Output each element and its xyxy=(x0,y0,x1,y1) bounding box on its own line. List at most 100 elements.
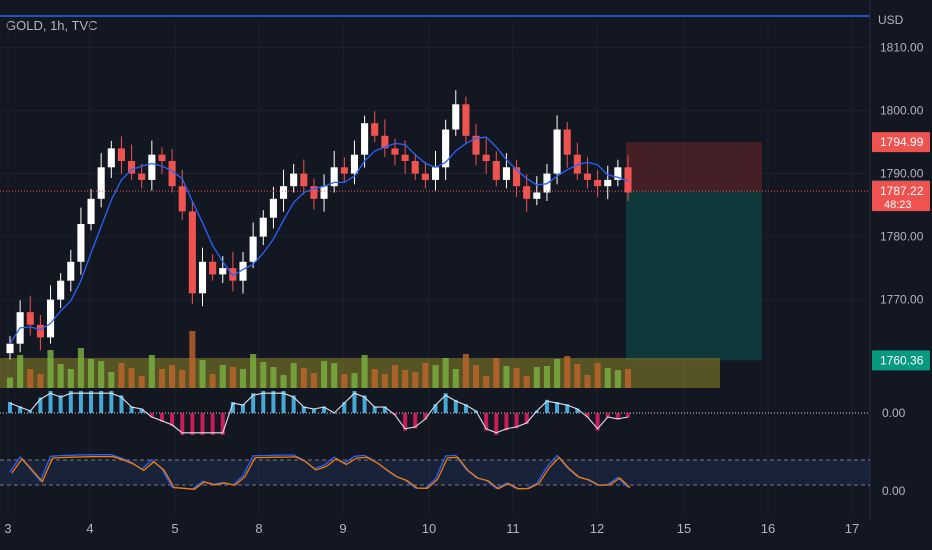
volume-bar-18 xyxy=(189,331,196,388)
candle-body-16 xyxy=(168,161,176,187)
volume-bar-32 xyxy=(331,363,338,388)
price-tick-1810.00: 1810.00 xyxy=(880,41,924,55)
candle-body-33 xyxy=(340,167,348,174)
stochastic-pane xyxy=(0,453,870,490)
candle-body-6 xyxy=(67,261,75,281)
candle-body-48 xyxy=(492,161,500,180)
macd-hist-24 xyxy=(251,393,256,413)
volume-bar-51 xyxy=(523,376,530,388)
time-tick-4: 4 xyxy=(86,521,93,536)
volume-bar-5 xyxy=(57,364,64,388)
moving-average xyxy=(9,136,629,345)
macd-hist-41 xyxy=(423,413,428,420)
macd-hist-16 xyxy=(170,413,175,427)
volume-bar-36 xyxy=(371,369,378,388)
macd-hist-19 xyxy=(200,413,205,435)
volume-bar-38 xyxy=(391,365,399,388)
macd-hist-0 xyxy=(8,402,12,413)
volume-bar-52 xyxy=(533,367,540,388)
candle-body-11 xyxy=(117,148,125,161)
volume-bar-16 xyxy=(169,365,176,388)
time-axis[interactable]: 3 4 5 8 9 10 11 12 15 16 17 xyxy=(4,521,859,536)
ma-line xyxy=(9,136,629,345)
candle-body-13 xyxy=(138,173,146,180)
macd-hist-53 xyxy=(544,399,549,413)
macd-hist-9 xyxy=(99,391,104,413)
candle-body-30 xyxy=(310,186,318,199)
volume-bar-11 xyxy=(118,363,125,388)
macd-hist-39 xyxy=(403,413,408,431)
candle-body-58 xyxy=(594,179,602,187)
candle-body-37 xyxy=(381,135,389,149)
time-tick-3: 3 xyxy=(4,521,11,536)
volume-bar-55 xyxy=(564,356,571,388)
candle-body-20 xyxy=(209,261,217,275)
macd-hist-12 xyxy=(129,406,134,413)
volume-bar-26 xyxy=(270,367,277,388)
volume-bar-8 xyxy=(88,359,95,388)
candle-body-59 xyxy=(604,179,612,187)
volume-bar-48 xyxy=(493,358,500,388)
macd-hist-18 xyxy=(190,413,195,435)
macd-hist-17 xyxy=(180,413,185,435)
time-tick-12: 12 xyxy=(590,521,604,536)
macd-hist-1 xyxy=(18,406,23,413)
volume-bar-10 xyxy=(108,372,115,388)
macd-hist-45 xyxy=(463,404,468,413)
volume-bar-57 xyxy=(584,375,591,388)
volume-bar-39 xyxy=(402,370,409,388)
macd-hist-21 xyxy=(220,413,225,435)
volume-bar-14 xyxy=(148,355,155,388)
price-axis[interactable]: 1810.00 1800.00 1790.00 1780.00 1770.00 1794.… xyxy=(872,41,930,498)
candle-body-19 xyxy=(198,261,207,294)
macd-hist-28 xyxy=(291,395,296,413)
time-tick-9: 9 xyxy=(339,521,346,536)
macd-hist-59 xyxy=(605,413,610,418)
macd-hist-8 xyxy=(89,391,94,413)
volume-bar-19 xyxy=(199,360,206,388)
candle-body-21 xyxy=(219,268,227,275)
candles xyxy=(6,90,632,360)
macd-hist-42 xyxy=(433,404,438,413)
volume-bar-21 xyxy=(219,365,226,388)
macd-hist-4 xyxy=(48,391,53,413)
volume-bar-12 xyxy=(128,368,135,388)
macd-hist-36 xyxy=(372,406,377,413)
candle-body-44 xyxy=(452,104,460,130)
candle-body-42 xyxy=(431,167,440,180)
macd-hist-61 xyxy=(626,413,630,418)
time-tick-8: 8 xyxy=(255,521,262,536)
stop-loss-zone xyxy=(626,142,762,192)
volume-bar-24 xyxy=(250,354,257,388)
volume-profile-band xyxy=(0,358,720,388)
volume-bar-25 xyxy=(260,362,267,388)
macd-hist-27 xyxy=(281,391,286,413)
candle-body-34 xyxy=(350,154,359,174)
candle-body-4 xyxy=(46,299,55,338)
time-tick-11: 11 xyxy=(506,521,520,536)
price-label-bg-2 xyxy=(872,181,930,212)
position-zones[interactable] xyxy=(0,142,762,388)
currency-label[interactable]: USD xyxy=(878,13,904,27)
volume-bars xyxy=(6,331,632,388)
candle-body-55 xyxy=(563,129,571,155)
macd-hist-6 xyxy=(68,391,73,413)
volume-bar-35 xyxy=(361,355,368,388)
volume-bar-15 xyxy=(158,369,166,388)
time-tick-15: 15 xyxy=(677,521,691,536)
candle-body-46 xyxy=(472,135,480,155)
volume-bar-28 xyxy=(290,363,297,388)
macd-hist-22 xyxy=(230,402,235,413)
macd-hist-25 xyxy=(261,391,266,413)
volume-bar-60 xyxy=(614,370,621,388)
candle-body-31 xyxy=(320,186,328,199)
macd-hist-35 xyxy=(362,395,367,413)
stoch-zero-label: 0.00 xyxy=(882,484,906,498)
macd-hist-13 xyxy=(139,408,144,413)
volume-bar-37 xyxy=(381,374,388,388)
candle-body-8 xyxy=(87,198,95,224)
volume-bar-4 xyxy=(47,350,54,388)
macd-hist-2 xyxy=(28,410,33,413)
candle-body-41 xyxy=(421,173,429,180)
